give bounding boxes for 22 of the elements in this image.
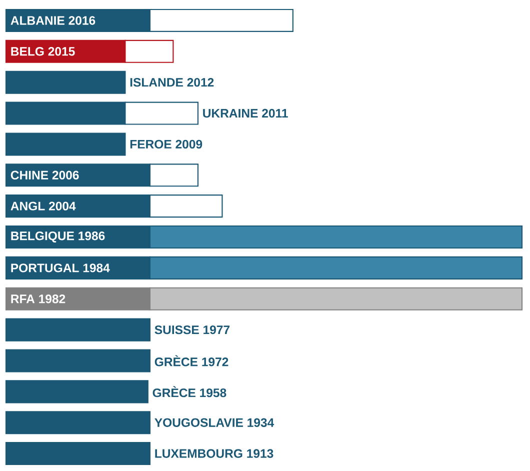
y-tick-label: UKRAINE 2011 xyxy=(203,108,288,118)
y-tick-label: LUXEMBOURG 1913 xyxy=(155,449,274,458)
y-tick-label: SUISSE 1977 xyxy=(154,325,230,334)
y-tick-label: BELG 2015 xyxy=(11,47,75,56)
y-tick-label: YOUGOSLAVIE 1934 xyxy=(154,418,274,427)
bar xyxy=(5,411,151,434)
bar xyxy=(5,380,148,404)
y-tick-label: PORTUGAL 1984 xyxy=(11,264,110,272)
y-tick-label: RFA 1982 xyxy=(11,294,66,304)
bar xyxy=(5,349,151,372)
bar xyxy=(5,70,126,94)
y-tick-label: FEROE 2009 xyxy=(130,140,202,149)
y-tick-label: ALBANIE 2016 xyxy=(10,16,96,25)
y-tick-label: ISLANDE 2012 xyxy=(130,78,214,87)
bar xyxy=(5,318,151,342)
bar xyxy=(5,132,126,156)
y-tick-label: ANGL 2004 xyxy=(10,202,76,210)
y-tick-label: GRÈCE 1958 xyxy=(152,386,226,398)
y-tick-label: GRÈCE 1972 xyxy=(154,355,228,366)
y-tick-label: BELGIQUE 1986 xyxy=(11,232,105,243)
bar xyxy=(5,442,151,466)
y-tick-label: CHINE 2006 xyxy=(10,170,79,180)
